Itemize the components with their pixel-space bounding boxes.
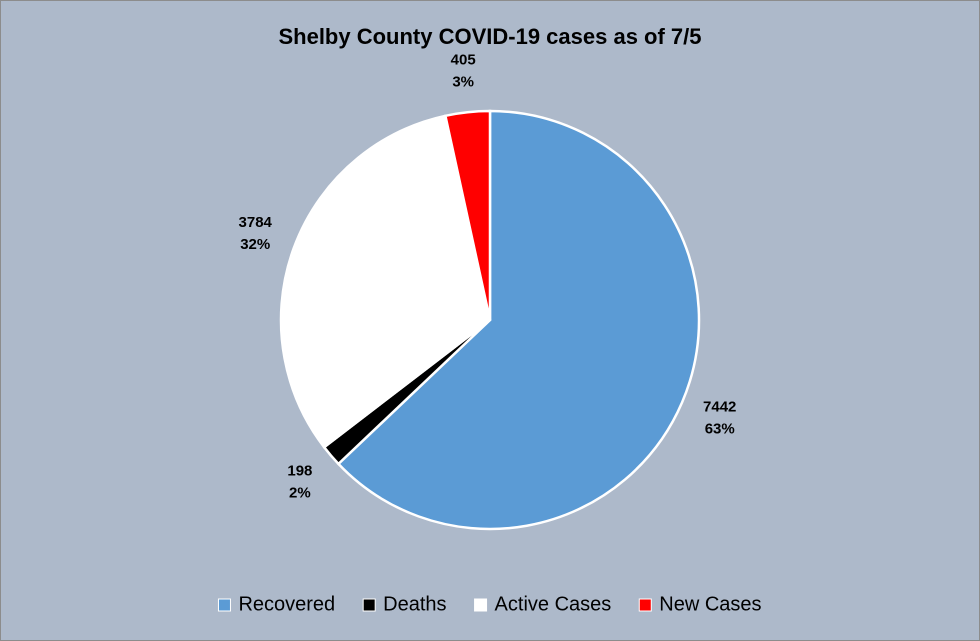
pie-slice (279, 114, 492, 449)
legend: Recovered Deaths Active Cases New Cases (217, 593, 762, 615)
legend-label: Active Cases (495, 593, 612, 615)
percent-label: 63% (705, 421, 735, 438)
pie-slice (336, 109, 701, 531)
percent-label: 32% (240, 236, 270, 253)
data-label: 198 (287, 462, 312, 479)
percent-label: 2% (289, 484, 311, 501)
legend-label: Recovered (238, 593, 335, 615)
data-label: 405 (451, 51, 476, 68)
legend-swatch (638, 598, 652, 612)
legend-swatch (474, 598, 488, 612)
legend-swatch (362, 598, 376, 612)
data-label: 7442 (703, 399, 736, 416)
legend-swatch (217, 598, 231, 612)
percent-label: 3% (452, 73, 474, 90)
pie-slice (443, 109, 492, 321)
legend-label: Deaths (383, 593, 446, 615)
data-label: 3784 (239, 214, 273, 231)
chart-title: Shelby County COVID-19 cases as of 7/5 (278, 24, 701, 49)
legend-label: New Cases (659, 593, 761, 615)
